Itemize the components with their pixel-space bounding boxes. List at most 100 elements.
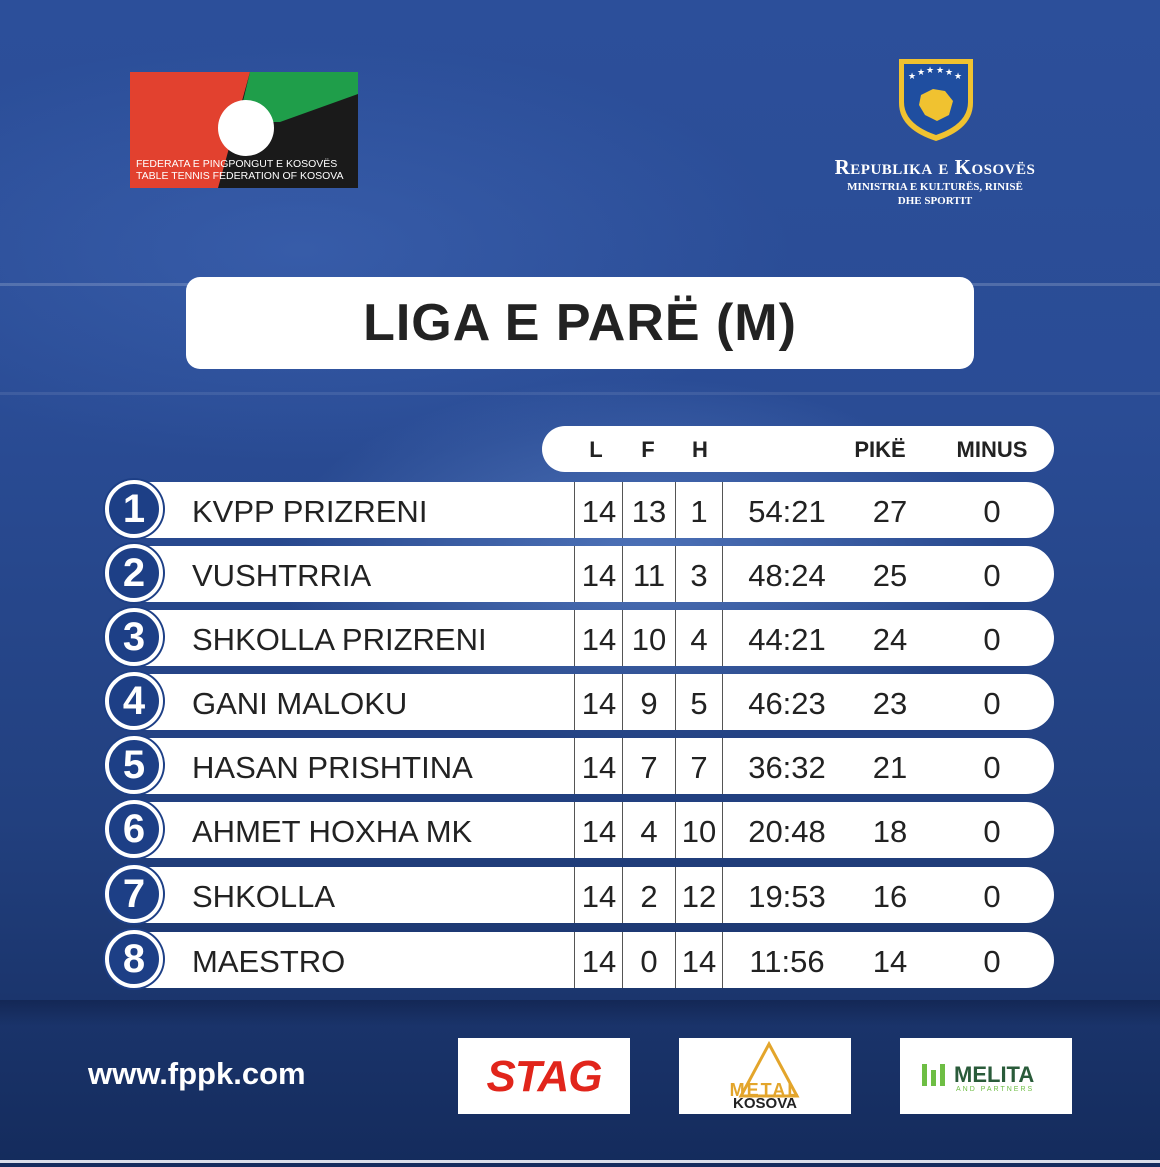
- cell-h: 14: [681, 944, 717, 979]
- column-divider: [574, 610, 575, 666]
- cell-pike: 27: [872, 494, 908, 529]
- column-divider: [574, 867, 575, 923]
- column-divider: [722, 482, 723, 538]
- federation-logo: FEDERATA E PINGPONGUT E KOSOVËS TABLE TE…: [130, 72, 358, 188]
- ministry-name: MINISTRIA E KULTURËS, RINISË: [847, 181, 1023, 193]
- bottom-border: [0, 1160, 1160, 1163]
- cell-pike: 18: [872, 814, 908, 849]
- rank-number: 4: [122, 678, 146, 723]
- cell-f: 10: [631, 622, 667, 657]
- cell-sets: 19:53: [748, 879, 826, 914]
- column-divider: [574, 738, 575, 794]
- column-divider: [722, 932, 723, 988]
- sponsor-metal-kosova-logo: METAL KOSOVA: [679, 1038, 851, 1114]
- federation-name: FEDERATA E PINGPONGUT E KOSOVËS TABLE TE…: [136, 158, 358, 182]
- row-background: [118, 482, 1054, 538]
- cell-f: 0: [640, 944, 658, 979]
- column-divider: [675, 610, 676, 666]
- column-divider: [622, 867, 623, 923]
- header-minus: MINUS: [956, 437, 1028, 462]
- cell-f: 9: [640, 686, 658, 721]
- republic-title: Republika e Kosovës: [834, 155, 1036, 179]
- team-name: MAESTRO: [192, 944, 346, 979]
- table-header: L F H PIKË MINUS: [542, 426, 1054, 472]
- cell-l: 14: [581, 750, 617, 785]
- column-divider: [574, 932, 575, 988]
- cell-sets: 48:24: [748, 558, 826, 593]
- team-name: VUSHTRRIA: [192, 558, 372, 593]
- cell-pike: 16: [872, 879, 908, 914]
- cell-sets: 11:56: [749, 944, 825, 979]
- rank-number: 5: [122, 742, 146, 787]
- cell-pike: 23: [872, 686, 908, 721]
- cell-minus: 0: [983, 879, 1001, 914]
- column-divider: [675, 932, 676, 988]
- cell-minus: 0: [983, 750, 1001, 785]
- cell-minus: 0: [983, 558, 1001, 593]
- table-row: 4 GANI MALOKU 14 9 5 46:23 23 0: [105, 672, 1054, 730]
- rank-badge: 3: [105, 608, 163, 666]
- rank-badge: 1: [105, 480, 163, 538]
- sponsor-melita-logo: MELITA AND PARTNERS: [900, 1038, 1072, 1114]
- background-table-edge: [0, 1000, 1160, 1026]
- cell-h: 10: [681, 814, 717, 849]
- column-divider: [622, 802, 623, 858]
- cell-l: 14: [581, 944, 617, 979]
- rank-badge: 6: [105, 800, 163, 858]
- rank-number: 6: [122, 806, 146, 851]
- melita-subtitle: AND PARTNERS: [956, 1086, 1035, 1093]
- melita-bars-icon: [922, 1064, 945, 1086]
- column-divider: [722, 674, 723, 730]
- column-divider: [675, 546, 676, 602]
- cell-sets: 36:32: [748, 750, 826, 785]
- cell-sets: 44:21: [748, 622, 826, 657]
- team-name: KVPP PRIZRENI: [192, 494, 428, 529]
- row-background: [118, 674, 1054, 730]
- rank-badge: 2: [105, 544, 163, 602]
- row-background: [118, 546, 1054, 602]
- column-divider: [574, 674, 575, 730]
- republic-logo: ★ ★ ★ ★ ★ ★ Republika e Kosovës MINISTRIA E …: [800, 55, 1070, 215]
- federation-name-english: TABLE TENNIS FEDERATION OF KOSOVA: [136, 170, 344, 182]
- cell-l: 14: [581, 558, 617, 593]
- column-divider: [675, 674, 676, 730]
- cell-sets: 20:48: [748, 814, 826, 849]
- team-name: GANI MALOKU: [192, 686, 408, 721]
- svg-text:★: ★: [908, 72, 916, 82]
- sponsor-stag-logo: STAG: [458, 1038, 630, 1114]
- rank-badge: 7: [105, 865, 163, 923]
- column-divider: [622, 932, 623, 988]
- table-row: 3 SHKOLLA PRIZRENI 14 10 4 44:21 24 0: [105, 608, 1054, 666]
- website-link[interactable]: www.fppk.com: [88, 1056, 306, 1091]
- rank-number: 1: [122, 486, 146, 531]
- cell-minus: 0: [983, 494, 1001, 529]
- column-divider: [574, 482, 575, 538]
- melita-wordmark: MELITA: [954, 1062, 1035, 1087]
- column-divider: [574, 802, 575, 858]
- table-row: 2 VUSHTRRIA 14 11 3 48:24 25 0: [105, 544, 1054, 602]
- column-divider: [675, 867, 676, 923]
- cell-l: 14: [581, 686, 617, 721]
- cell-minus: 0: [983, 686, 1001, 721]
- svg-text:★: ★: [954, 72, 962, 82]
- cell-sets: 46:23: [748, 686, 826, 721]
- column-divider: [722, 802, 723, 858]
- column-divider: [574, 546, 575, 602]
- cell-pike: 24: [872, 622, 908, 657]
- rank-number: 3: [122, 614, 146, 659]
- table-row: 6 AHMET HOXHA MK 14 4 10 20:48 18 0: [105, 800, 1054, 858]
- cell-h: 3: [690, 558, 708, 593]
- rank-badge: 5: [105, 736, 163, 794]
- cell-h: 4: [690, 622, 708, 657]
- cell-l: 14: [581, 622, 617, 657]
- cell-f: 7: [640, 750, 658, 785]
- team-name: AHMET HOXHA MK: [192, 814, 473, 849]
- cell-sets: 54:21: [748, 494, 826, 529]
- cell-h: 5: [690, 686, 708, 721]
- table-row: 1 KVPP PRIZRENI 14 13 1 54:21 27 0: [105, 480, 1054, 538]
- page-title: LIGA E PARË (M): [363, 294, 797, 352]
- column-divider: [675, 482, 676, 538]
- column-divider: [722, 546, 723, 602]
- kosovo-crest-icon: ★ ★ ★ ★ ★ ★: [899, 59, 973, 141]
- stag-wordmark: STAG: [486, 1052, 603, 1101]
